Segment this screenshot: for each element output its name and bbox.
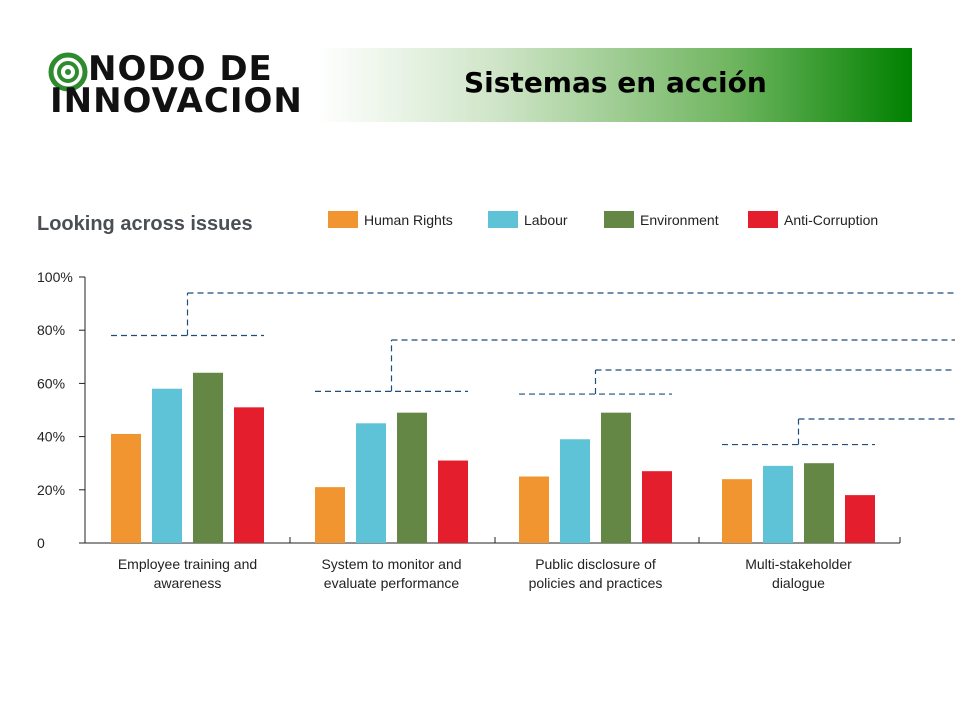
bar-chart: Looking across issues Human Rights Labour E… — [37, 211, 955, 591]
bar-2-1 — [397, 412, 427, 543]
bar-1-2 — [560, 439, 590, 543]
category-label-3-1: dialogue — [772, 575, 825, 591]
page-title: Sistemas en acción — [464, 66, 767, 99]
category-label-0-0: Employee training and — [118, 556, 257, 572]
bar-1-3 — [763, 465, 793, 543]
y-tick-label-1: 20% — [37, 482, 65, 498]
legend-swatch-0 — [328, 211, 358, 228]
bar-2-2 — [601, 412, 631, 543]
legend-label-3: Anti-Corruption — [784, 212, 878, 228]
bar-3-1 — [438, 460, 468, 543]
bar-0-2 — [519, 476, 549, 543]
bar-3-3 — [845, 495, 875, 543]
legend-label-0: Human Rights — [364, 212, 453, 228]
bar-0-3 — [722, 479, 752, 543]
bar-3-0 — [234, 407, 264, 543]
legend-label-2: Environment — [640, 212, 719, 228]
y-tick-label-5: 100% — [37, 269, 73, 285]
category-label-3-0: Multi-stakeholder — [745, 556, 852, 572]
category-label-1-1: evaluate performance — [324, 575, 460, 591]
logo: NODO DE INNOVACION — [48, 49, 302, 120]
category-label-0-1: awareness — [154, 575, 222, 591]
category-label-2-0: Public disclosure of — [535, 556, 656, 572]
y-tick-label-2: 40% — [37, 429, 65, 445]
swirl-logo-icon — [48, 52, 88, 92]
legend-swatch-1 — [488, 211, 518, 228]
bar-2-0 — [193, 372, 223, 543]
title-banner: Sistemas en acción — [318, 48, 912, 122]
bar-1-1 — [356, 423, 386, 543]
bar-1-0 — [152, 388, 182, 543]
y-tick-label-0: 0 — [37, 535, 45, 551]
category-label-1-0: System to monitor and — [321, 556, 461, 572]
legend-swatch-3 — [748, 211, 778, 228]
legend-swatch-2 — [604, 211, 634, 228]
logo-text-line2: INNOVACION — [50, 81, 303, 121]
y-tick-label-3: 60% — [37, 375, 65, 391]
bar-0-0 — [111, 433, 141, 543]
bar-3-2 — [642, 471, 672, 543]
bar-2-3 — [804, 463, 834, 543]
logo-text-line1: NODO DE — [88, 49, 273, 89]
chart-title: Looking across issues — [37, 213, 253, 235]
y-tick-label-4: 80% — [37, 322, 65, 338]
bar-0-1 — [315, 487, 345, 543]
legend-label-1: Labour — [524, 212, 568, 228]
category-label-2-1: policies and practices — [529, 575, 663, 591]
